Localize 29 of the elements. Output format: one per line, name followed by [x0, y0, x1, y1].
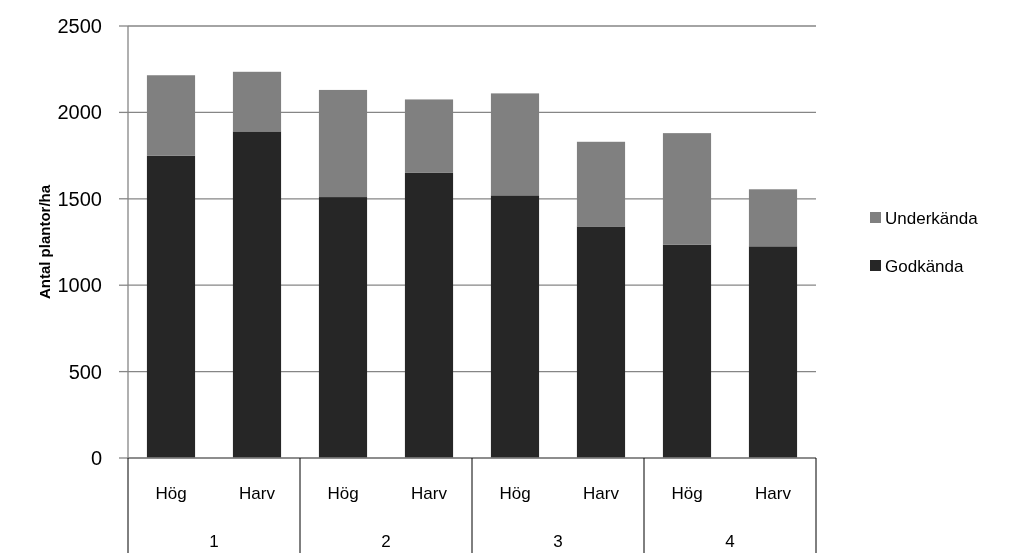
- bar: [318, 197, 368, 458]
- legend-label: Underkända: [885, 208, 979, 228]
- x-tick-label: Hög: [499, 484, 531, 503]
- bar: [490, 195, 540, 458]
- text: 3: [553, 532, 563, 551]
- x-tick-label: Hög: [327, 484, 359, 503]
- x-tick-label: Hög: [671, 484, 703, 503]
- text: 1: [209, 532, 219, 551]
- legend-label: Godkända: [885, 256, 964, 276]
- bar: [404, 172, 454, 458]
- bar: [232, 131, 282, 458]
- y-tick-label: 1000: [57, 274, 102, 297]
- text: 2: [381, 532, 391, 551]
- y-tick-label: 0: [90, 447, 102, 469]
- x-tick-label: Harv: [583, 484, 620, 503]
- y-tick-label: 1500: [57, 187, 102, 210]
- y-tick-label: 2000: [57, 101, 102, 124]
- y-tick-label: 2500: [57, 15, 102, 37]
- y-tick-label: 500: [68, 360, 102, 383]
- bar: [748, 246, 798, 458]
- x-tick-label: Hög: [155, 484, 187, 503]
- bar: [662, 244, 712, 458]
- bar: [146, 155, 196, 458]
- bar: [576, 226, 626, 458]
- y-axis-title: Antal plantor/ha: [36, 184, 53, 300]
- x-tick-label: Harv: [755, 484, 792, 503]
- text: 4: [725, 532, 735, 551]
- x-tick-label: Harv: [411, 484, 448, 503]
- x-tick-label: Harv: [239, 484, 276, 503]
